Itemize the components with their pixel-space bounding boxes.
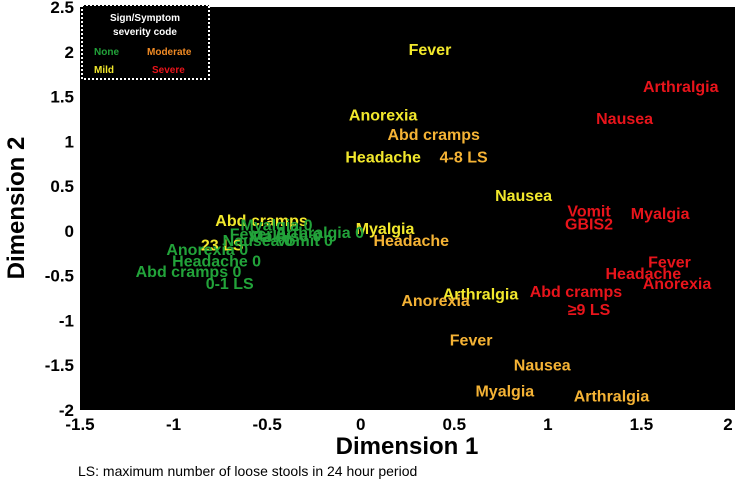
y-axis-ticks: 2.5 2 1.5 1 0.5 0 -0.5 -1 -1.5 -2 xyxy=(45,0,74,420)
point-label: 23 LS xyxy=(201,237,244,254)
y-tick-label: 2.5 xyxy=(50,0,74,17)
footnote: LS: maximum number of loose stools in 24… xyxy=(78,463,418,479)
y-tick-label: 1.5 xyxy=(50,88,74,107)
point-label: Malaise 0 xyxy=(250,228,321,245)
point-label: Fever 0 xyxy=(230,227,286,244)
point-label: Abd cramps xyxy=(530,284,623,301)
x-tick-label: -1.5 xyxy=(65,415,94,434)
x-axis-title: Dimension 1 xyxy=(336,433,479,460)
point-label: Headache xyxy=(345,150,421,167)
point-label: Abd cramps 0 xyxy=(136,264,242,281)
x-tick-label: -0.5 xyxy=(252,415,281,434)
point-label: Arthralgia xyxy=(574,389,650,406)
point-label: Nausea xyxy=(514,357,571,374)
legend-entry-moderate: Moderate xyxy=(147,47,192,58)
point-label: Fever xyxy=(648,254,691,271)
point-label: Nausea xyxy=(596,111,653,128)
legend-entry-none: None xyxy=(94,47,119,58)
y-tick-label: 0.5 xyxy=(50,177,74,196)
x-tick-label: 0 xyxy=(356,415,365,434)
point-label: Abd cramps xyxy=(215,213,308,230)
point-label: Arthralgia xyxy=(443,287,519,304)
y-tick-label: 1 xyxy=(65,132,74,151)
legend-entry-severe: Severe xyxy=(152,65,185,76)
point-label: Fever xyxy=(450,332,493,349)
point-label: 4-8 LS xyxy=(440,150,488,167)
legend-title-line-1: Sign/Symptom xyxy=(110,13,180,24)
point-label: Anorexia xyxy=(349,107,418,124)
y-tick-label: 2 xyxy=(65,43,74,62)
legend-title-line-2: severity code xyxy=(113,27,177,38)
y-axis-title: Dimension 2 xyxy=(3,137,30,280)
legend: Sign/Symptom severity code None Moderate… xyxy=(81,4,210,80)
y-tick-label: -1 xyxy=(59,311,74,330)
point-label: GBIS2 xyxy=(565,217,613,234)
point-label: Anorexia xyxy=(401,293,470,310)
point-label: 0-1 LS xyxy=(206,276,254,293)
point-label: Anorexia 0 xyxy=(166,242,248,259)
point-label: Myalgia 0 xyxy=(240,218,312,235)
point-label: Nausea 0 xyxy=(223,233,293,250)
x-tick-label: 0.5 xyxy=(442,415,466,434)
point-label: Headache xyxy=(373,233,449,250)
point-label: Anorexia xyxy=(643,276,712,293)
point-label: Headache 0 xyxy=(172,253,261,270)
x-tick-label: 1.5 xyxy=(630,415,654,434)
point-label: Arthralgia xyxy=(643,79,719,96)
legend-box xyxy=(81,4,210,80)
point-label: Fever xyxy=(409,42,452,59)
point-label: Myalgia xyxy=(356,221,415,238)
y-tick-label: -0.5 xyxy=(45,267,74,286)
x-tick-label: -1 xyxy=(166,415,181,434)
point-label: Vomit 0 xyxy=(276,233,333,250)
point-label: Myalgia xyxy=(475,383,534,400)
point-label: Abd cramps xyxy=(387,127,480,144)
y-tick-label: -1.5 xyxy=(45,356,74,375)
x-axis-ticks: -1.5 -1 -0.5 0 0.5 1 1.5 2 xyxy=(65,415,732,434)
legend-entry-mild: Mild xyxy=(94,65,114,76)
point-label: Myalgia xyxy=(631,206,690,223)
point-label: ≥9 LS xyxy=(568,302,611,319)
point-label: Arthralgia 0 xyxy=(275,225,364,242)
point-label: Nausea xyxy=(495,188,552,205)
x-tick-label: 2 xyxy=(723,415,732,434)
y-tick-label: 0 xyxy=(65,222,74,241)
point-label: Vomit xyxy=(567,203,611,220)
x-tick-label: 1 xyxy=(543,415,552,434)
point-label: Headache xyxy=(606,266,682,283)
y-tick-label: -2 xyxy=(59,401,74,420)
